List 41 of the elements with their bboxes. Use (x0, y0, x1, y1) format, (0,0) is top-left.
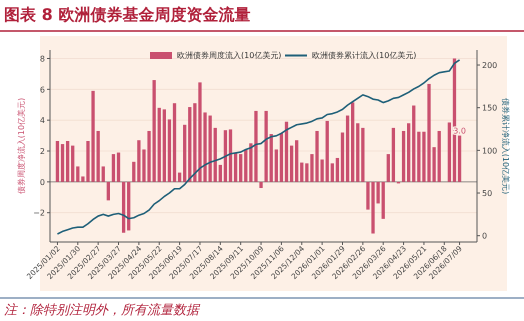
bar (315, 130, 319, 182)
bar (427, 84, 431, 182)
y2-tick-label: 0 (482, 232, 488, 241)
bar (147, 130, 151, 182)
bar (371, 182, 375, 234)
text: 注：除特别注明外，所有流量数据 (4, 302, 201, 318)
bar (346, 116, 350, 182)
y-tick-label: 6 (40, 85, 45, 94)
y-tick-label: 8 (40, 54, 45, 64)
legend-label: 欧洲债券周度流入(10亿美元) (177, 51, 282, 60)
bar (168, 119, 172, 182)
bar (290, 146, 294, 182)
bar (60, 144, 64, 182)
bar (340, 132, 344, 182)
y2-tick-label: 200 (482, 61, 498, 70)
y-axis-title: 债券周度净流入(10亿美元) (17, 98, 26, 194)
bar (112, 154, 116, 182)
y2-axis-title: 债券累计净流入(10亿美元) (501, 98, 510, 194)
y2-tick-label: 150 (482, 104, 498, 113)
y2-tick-label: 100 (482, 146, 498, 156)
bar (142, 149, 146, 182)
bar (402, 130, 406, 182)
y-tick-label: −2 (33, 208, 45, 218)
bar (116, 152, 120, 182)
y2-tick-label: 50 (482, 189, 492, 198)
bar (280, 133, 284, 182)
chart-title: 图表 8 欧洲债券基金周度资金流量 (4, 5, 250, 24)
y-tick-label: 0 (40, 178, 45, 187)
bar (56, 140, 60, 182)
bar (86, 140, 90, 182)
bar (91, 90, 95, 182)
y-tick-label: 4 (40, 116, 45, 126)
bar (422, 132, 426, 182)
bar (106, 182, 110, 200)
y-tick-label: 2 (40, 147, 45, 156)
bar (448, 122, 452, 182)
bar (366, 182, 370, 210)
bar (310, 154, 314, 182)
bar (458, 136, 462, 182)
legend-label: 欧洲债券累计流入(10亿美元) (312, 51, 416, 60)
bar (172, 103, 176, 182)
